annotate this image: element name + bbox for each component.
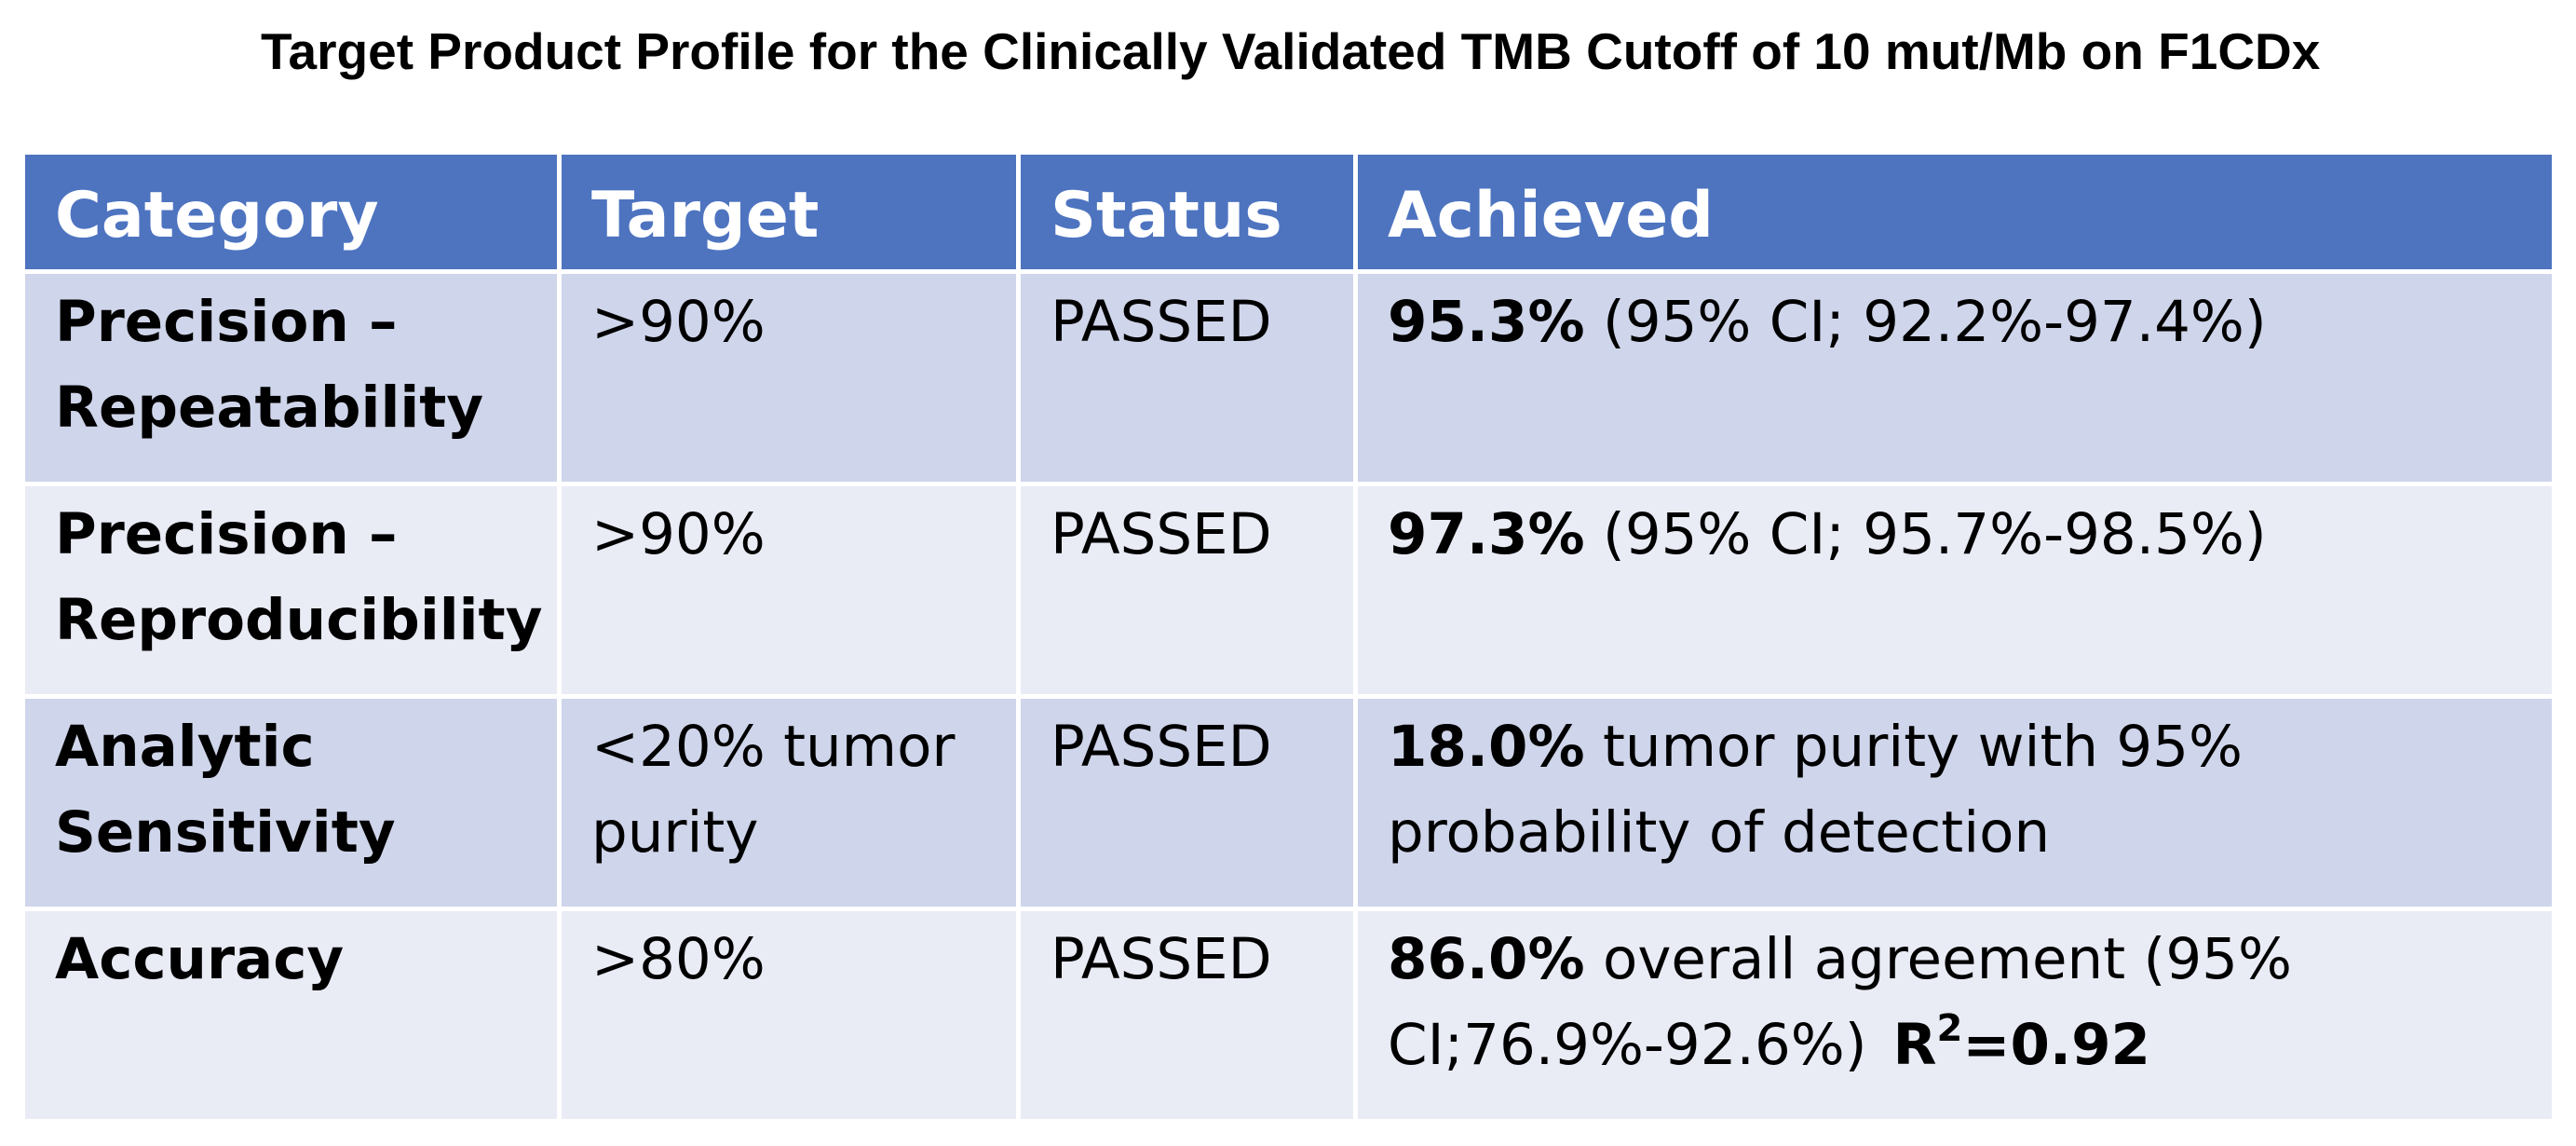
achieved-detail: (95% CI; 92.2%-97.4%) <box>1603 289 2267 355</box>
header-category: Category <box>20 150 562 274</box>
header-achieved: Achieved <box>1353 150 2556 274</box>
target-cell: >90% <box>557 482 1021 699</box>
r-squared-label: R <box>1892 1012 1937 1078</box>
r-squared-value: =0.92 <box>1962 1012 2150 1078</box>
r-squared: R2=0.92 <box>1892 1010 2150 1078</box>
achieved-cell: 95.3% (95% CI; 92.2%-97.4%) <box>1353 269 2556 486</box>
achieved-detail: (95% CI; 95.7%-98.5%) <box>1603 501 2267 567</box>
category-cell: Precision – Repeatability <box>20 269 562 486</box>
target-cell: >90% <box>557 269 1021 486</box>
status-cell: PASSED <box>1016 694 1358 911</box>
achieved-cell: 18.0% tumor purity with 95% probability … <box>1353 694 2556 911</box>
table-row: Accuracy >80% PASSED 86.0% overall agree… <box>20 907 2556 1124</box>
achieved-cell: 97.3% (95% CI; 95.7%-98.5%) <box>1353 482 2556 699</box>
target-cell: >80% <box>557 907 1021 1124</box>
achieved-cell: 86.0% overall agreement (95% CI;76.9%-92… <box>1353 907 2556 1124</box>
status-cell: PASSED <box>1016 907 1358 1124</box>
r-squared-superscript: 2 <box>1936 1006 1963 1050</box>
category-cell: Analytic Sensitivity <box>20 694 562 911</box>
table-row: Precision – Repeatability >90% PASSED 95… <box>20 269 2556 486</box>
target-cell: <20% tumor purity <box>557 694 1021 911</box>
header-status: Status <box>1016 150 1358 274</box>
achieved-value: 18.0% <box>1388 714 1585 780</box>
table-header-row: Category Target Status Achieved <box>20 150 2556 274</box>
page-title: Target Product Profile for the Clinicall… <box>261 22 2321 80</box>
achieved-value: 97.3% <box>1388 501 1585 567</box>
table-row: Precision – Reproducibility >90% PASSED … <box>20 482 2556 699</box>
status-cell: PASSED <box>1016 482 1358 699</box>
achieved-value: 86.0% <box>1388 926 1585 992</box>
achieved-detail: overall agreement (95% CI;76.9%-92.6%) <box>1388 926 2292 1078</box>
status-cell: PASSED <box>1016 269 1358 486</box>
category-cell: Precision – Reproducibility <box>20 482 562 699</box>
target-product-profile-table: Category Target Status Achieved Precisio… <box>20 150 2556 1124</box>
header-target: Target <box>557 150 1021 274</box>
table-row: Analytic Sensitivity <20% tumor purity P… <box>20 694 2556 911</box>
category-cell: Accuracy <box>20 907 562 1124</box>
achieved-value: 95.3% <box>1388 289 1585 355</box>
achieved-detail: tumor purity with 95% probability of det… <box>1388 714 2244 866</box>
